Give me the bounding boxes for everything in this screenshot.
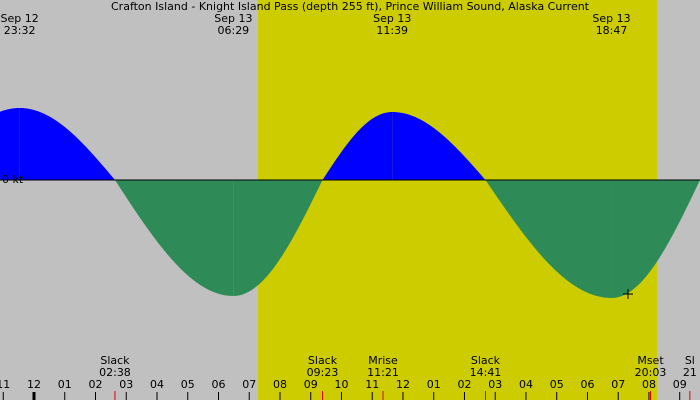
current-area xyxy=(485,180,612,298)
x-tick-label: 11 xyxy=(365,378,379,391)
current-area xyxy=(114,180,234,296)
x-tick-label: 04 xyxy=(519,378,533,391)
event-time: 14:41 xyxy=(470,366,502,379)
event-label: Slack xyxy=(308,354,338,367)
current-area xyxy=(0,108,20,180)
current-area xyxy=(233,180,323,296)
x-tick-label: 06 xyxy=(211,378,225,391)
event-label: Slack xyxy=(100,354,130,367)
current-area xyxy=(611,180,700,298)
event-label: Mset xyxy=(637,354,664,367)
peak-time: 11:39 xyxy=(376,24,408,37)
x-tick-label: 07 xyxy=(242,378,256,391)
event-label: Slack xyxy=(471,354,501,367)
event-time: 20:03 xyxy=(635,366,667,379)
x-tick-label: 10 xyxy=(334,378,348,391)
current-area xyxy=(392,112,486,180)
x-tick-label: 04 xyxy=(150,378,164,391)
chart-title: Crafton Island - Knight Island Pass (dep… xyxy=(111,0,590,13)
x-tick-label: 03 xyxy=(488,378,502,391)
peak-time: 23:32 xyxy=(4,24,36,37)
x-tick-label: 01 xyxy=(58,378,72,391)
x-tick-label: 05 xyxy=(550,378,564,391)
event-label: Sl xyxy=(685,354,695,367)
event-time: 11:21 xyxy=(367,366,399,379)
x-tick-label: 01 xyxy=(427,378,441,391)
event-time: 09:23 xyxy=(307,366,339,379)
event-label: Mrise xyxy=(368,354,398,367)
peak-time: 06:29 xyxy=(217,24,249,37)
x-tick-label: 06 xyxy=(580,378,594,391)
x-tick-label: 07 xyxy=(611,378,625,391)
x-tick-label: 11 xyxy=(0,378,10,391)
x-tick-label: 08 xyxy=(642,378,656,391)
x-tick-label: 09 xyxy=(304,378,318,391)
peak-time: 18:47 xyxy=(596,24,628,37)
current-marker xyxy=(623,289,633,299)
x-tick-label: 09 xyxy=(673,378,687,391)
peak-date: Sep 13 xyxy=(373,12,411,25)
zero-label: 0 kt xyxy=(2,173,24,186)
x-tick-label: 05 xyxy=(181,378,195,391)
x-tick-label: 02 xyxy=(89,378,103,391)
current-area xyxy=(322,112,393,180)
x-tick-label: 08 xyxy=(273,378,287,391)
event-time: 21 xyxy=(683,366,697,379)
peak-date: Sep 13 xyxy=(592,12,630,25)
x-tick-label: 02 xyxy=(457,378,471,391)
x-tick-label: 12 xyxy=(396,378,410,391)
current-area xyxy=(19,108,115,180)
x-tick-label: 12 xyxy=(27,378,41,391)
x-tick-label: 03 xyxy=(119,378,133,391)
peak-date: Sep 13 xyxy=(214,12,252,25)
event-time: 02:38 xyxy=(99,366,131,379)
peak-date: Sep 12 xyxy=(1,12,39,25)
